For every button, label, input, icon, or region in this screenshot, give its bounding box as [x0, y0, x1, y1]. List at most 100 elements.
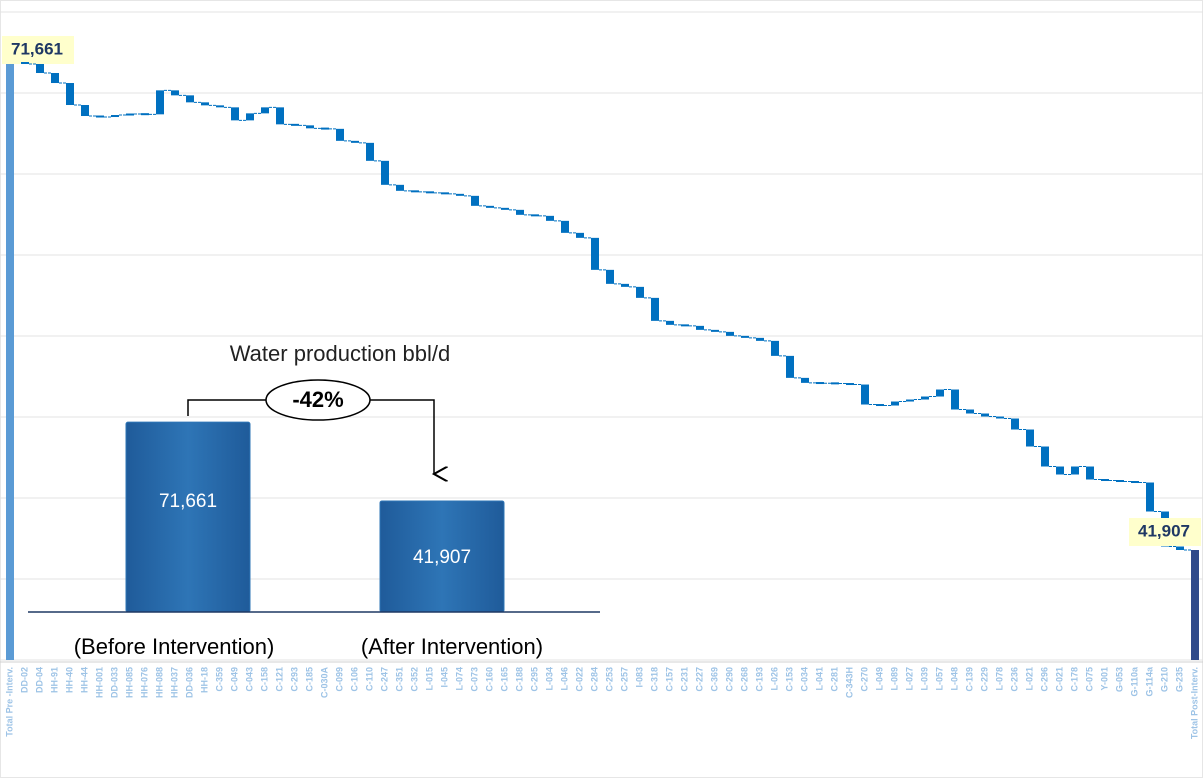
label-bg [2, 36, 74, 64]
delta-bar [546, 215, 554, 221]
x-tick-label: C-247 [379, 667, 389, 692]
x-tick-label: HH-088 [154, 667, 164, 698]
x-tick-label: C-110 [364, 667, 374, 691]
x-tick-label: L-015 [424, 667, 434, 691]
delta-bar [621, 283, 629, 287]
delta-bar [651, 297, 659, 321]
delta-bar [441, 192, 449, 195]
delta-bar [426, 191, 434, 194]
waterfall: Total Pre -Interv. 71,661 DD-02 DD-04 HH-91 H… [0, 11, 1203, 739]
delta-bar [156, 90, 164, 115]
x-tick-label: C-188 [514, 667, 524, 692]
delta-bar [936, 389, 944, 397]
x-tick-label: C-121 [274, 667, 284, 692]
x-tick-label: HH-91 [49, 667, 59, 693]
x-tick-label: I-083 [634, 667, 644, 688]
x-tick-label: G-110a [1129, 666, 1139, 697]
inset-chart: Water production bbl/d 71,661 (Before Inte… [28, 341, 600, 659]
x-tick-label: DD-036 [184, 667, 194, 698]
x-tick-label: L-039 [919, 667, 929, 691]
x-tick-label: C-369 [709, 667, 719, 692]
delta-bar [381, 160, 389, 185]
x-tick-label: C-158 [259, 667, 269, 692]
x-tick-label: L-046 [559, 667, 569, 691]
delta-bar [471, 195, 479, 206]
delta-bar [606, 269, 614, 284]
x-tick-label: L-057 [934, 667, 944, 691]
delta-bar [261, 107, 269, 114]
x-tick-label: C-043 [244, 667, 254, 692]
x-tick-label: C-049 [229, 667, 239, 692]
x-tick-label: (After Intervention) [361, 634, 543, 659]
delta-bar [351, 140, 359, 143]
delta-bar [786, 355, 794, 378]
delta-bar [36, 64, 44, 74]
delta-bar [666, 320, 674, 325]
delta-bar [1131, 481, 1139, 484]
data-label: 71,661 [11, 39, 63, 58]
delta-bar [126, 113, 134, 116]
x-tick-label: G-114a [1144, 666, 1154, 697]
x-tick-label: C-099 [334, 667, 344, 692]
x-tick-label: L-041 [814, 667, 824, 691]
delta-bar [21, 62, 29, 65]
delta-bar [1026, 429, 1034, 447]
delta-bar [951, 389, 959, 410]
x-tick-label: C-075 [1084, 667, 1094, 692]
delta-bar [396, 184, 404, 191]
x-tick-label: C-106 [349, 667, 359, 692]
x-tick-label: HH-44 [79, 667, 89, 693]
x-tick-label: C-351 [394, 667, 404, 692]
delta-bar [486, 205, 494, 208]
x-tick-label: HH-18 [199, 667, 209, 693]
delta-bar [771, 340, 779, 356]
delta-bar [231, 107, 239, 121]
x-tick-label: C-268 [739, 667, 749, 692]
x-tick-label: L-048 [949, 667, 959, 691]
delta-bar [306, 125, 314, 129]
delta-bar [216, 105, 224, 108]
x-tick-label: Total Pre -Interv. [4, 667, 14, 737]
x-tick-label: C-157 [664, 667, 674, 692]
delta-bar [1056, 466, 1064, 475]
delta-bar [366, 142, 374, 161]
delta-bar [591, 237, 599, 270]
delta-bar [501, 207, 509, 210]
x-tick-label: DD-02 [19, 667, 29, 693]
x-tick-label: C-343H [844, 667, 854, 698]
x-tick-label: C-153 [784, 667, 794, 692]
x-tick-label: C-021 [1054, 667, 1064, 692]
delta-bar [321, 127, 329, 130]
x-tick-label: C-284 [589, 667, 599, 692]
x-tick-label: C-290 [724, 667, 734, 692]
x-tick-label: C-139 [964, 667, 974, 692]
delta-bar [456, 193, 464, 196]
annotation-ellipse [265, 379, 371, 421]
delta-bar [816, 382, 824, 385]
x-tick-label: L-089 [889, 667, 899, 691]
delta-bar [291, 123, 299, 126]
delta-bar [246, 113, 254, 121]
x-tick-label: HH-001 [94, 667, 104, 698]
delta-bar [1041, 446, 1049, 467]
delta-bar [906, 399, 914, 402]
delta-bar [531, 214, 539, 217]
delta-bar [756, 337, 764, 341]
annotation: -42% [292, 387, 343, 412]
delta-bar [696, 325, 704, 330]
x-tick-label: C-359 [214, 667, 224, 692]
delta-bar [51, 73, 59, 84]
x-tick-label: G-235 [1174, 667, 1184, 692]
delta-bar [1176, 546, 1184, 550]
inset-title: Water production bbl/d [230, 341, 451, 366]
x-tick-label: C-253 [604, 667, 614, 692]
bar-label: 41,907 [413, 547, 471, 568]
x-tick-label: C-034 [799, 667, 809, 692]
delta-bar [981, 413, 989, 417]
delta-bar [96, 115, 104, 118]
x-tick-label: C-022 [574, 667, 584, 692]
x-tick-label: HH-076 [139, 667, 149, 698]
delta-bar [1086, 466, 1094, 480]
x-tick-label: DD-04 [34, 667, 44, 693]
